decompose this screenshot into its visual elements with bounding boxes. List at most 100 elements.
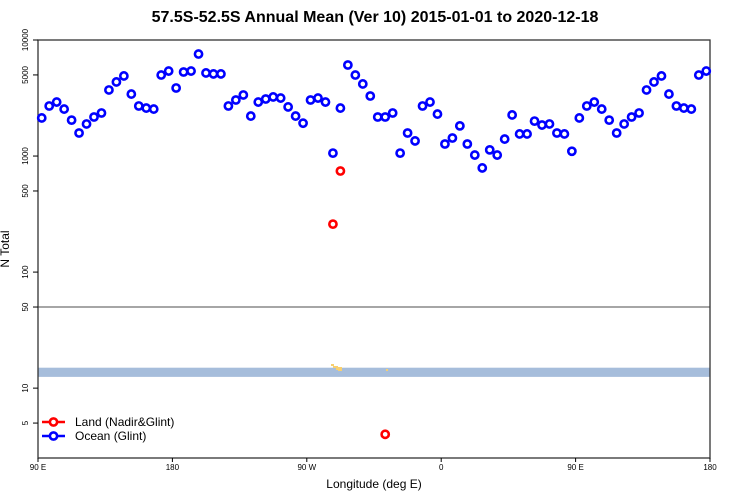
ocean-point (260, 94, 271, 104)
ocean-point (678, 103, 689, 113)
ocean-point (559, 129, 570, 139)
ocean-point (290, 111, 301, 121)
ocean-point (649, 77, 659, 87)
ocean-point (335, 103, 346, 113)
x-tick-label: 90 E (567, 463, 583, 472)
ocean-point (275, 93, 286, 103)
ocean-point (447, 133, 458, 143)
ocean-point (507, 110, 518, 120)
ocean-point (462, 139, 473, 149)
land-point (335, 166, 346, 176)
ocean-point (141, 103, 152, 113)
legend-marker (48, 431, 59, 441)
ocean-point (245, 111, 256, 121)
ocean-point (186, 66, 196, 76)
ocean-point (171, 83, 182, 93)
ocean-point (216, 69, 226, 79)
land-point (380, 429, 391, 440)
ocean-point (477, 163, 488, 173)
ocean-point (253, 97, 264, 107)
ocean-point (604, 115, 615, 126)
ocean-point (589, 97, 600, 107)
y-tick-label: 5000 (21, 65, 30, 83)
ocean-point (469, 150, 480, 160)
ocean-point (514, 129, 525, 139)
ocean-point (372, 112, 383, 122)
ocean-point (313, 93, 323, 103)
x-tick-label: 90 W (297, 463, 316, 472)
ocean-point (596, 104, 607, 114)
ocean-point (537, 120, 547, 130)
ocean-point (492, 150, 503, 160)
y-axis-label: N Total (0, 230, 12, 267)
ocean-point (342, 60, 353, 70)
ocean-point (410, 136, 420, 146)
ocean-point (133, 101, 144, 111)
ocean-point (529, 116, 540, 127)
y-tick-label: 5 (21, 420, 30, 425)
land-fragment (338, 369, 342, 371)
ocean-point (148, 104, 159, 114)
ocean-point (156, 70, 167, 80)
ocean-point (544, 119, 555, 129)
x-tick-label: 0 (439, 463, 444, 472)
ocean-point (626, 112, 637, 122)
ocean-point (298, 118, 308, 129)
ocean-point (671, 101, 682, 111)
ocean-point (51, 97, 62, 107)
ocean-point (238, 90, 249, 100)
ocean-point (387, 108, 398, 118)
ocean-point (686, 104, 697, 114)
ocean-point (484, 144, 495, 155)
ocean-point (163, 66, 174, 76)
ocean-point (44, 101, 55, 111)
ocean-point (89, 112, 99, 122)
ocean-point (118, 71, 129, 81)
ocean-point (36, 113, 47, 123)
land-fragment (386, 369, 388, 371)
y-tick-label: 50 (21, 302, 30, 311)
ocean-point (178, 67, 189, 77)
ocean-point (380, 112, 391, 122)
ocean-point (357, 79, 368, 89)
ocean-point (305, 95, 316, 105)
ocean-point (634, 108, 644, 118)
map-strip (38, 367, 710, 377)
ocean-point (104, 85, 114, 95)
ocean-point (664, 89, 674, 99)
ocean-point (641, 85, 652, 95)
y-tick-label: 500 (21, 184, 30, 198)
ocean-point (193, 49, 204, 59)
land-fragment (333, 366, 338, 368)
x-tick-label: 180 (703, 463, 717, 472)
legend-label: Land (Nadir&Glint) (75, 415, 174, 429)
land-fragment (336, 367, 342, 370)
ocean-point (581, 101, 592, 111)
ocean-point (432, 109, 443, 119)
y-tick-label: 1000 (21, 147, 30, 165)
ocean-point (566, 146, 577, 157)
plot-frame (37, 39, 711, 459)
ocean-point (96, 108, 107, 118)
ocean-point (440, 139, 450, 149)
ocean-point (268, 92, 279, 102)
y-tick-label: 10000 (21, 28, 30, 51)
ocean-point (111, 77, 122, 87)
y-tick-label: 100 (21, 265, 30, 279)
ocean-point (74, 128, 84, 138)
legend-marker (48, 417, 59, 427)
ocean-point (522, 129, 532, 139)
ocean-point (454, 120, 465, 131)
ocean-point (365, 91, 376, 101)
ocean-point (208, 69, 219, 79)
ocean-point (201, 68, 211, 78)
ocean-point (223, 101, 234, 111)
ocean-point (656, 71, 667, 81)
ocean-point (395, 148, 406, 159)
legend-label: Ocean (Glint) (75, 429, 146, 443)
ocean-point (126, 89, 137, 99)
x-tick-label: 180 (166, 463, 180, 472)
ocean-point (402, 128, 413, 138)
ocean-point (320, 97, 331, 107)
